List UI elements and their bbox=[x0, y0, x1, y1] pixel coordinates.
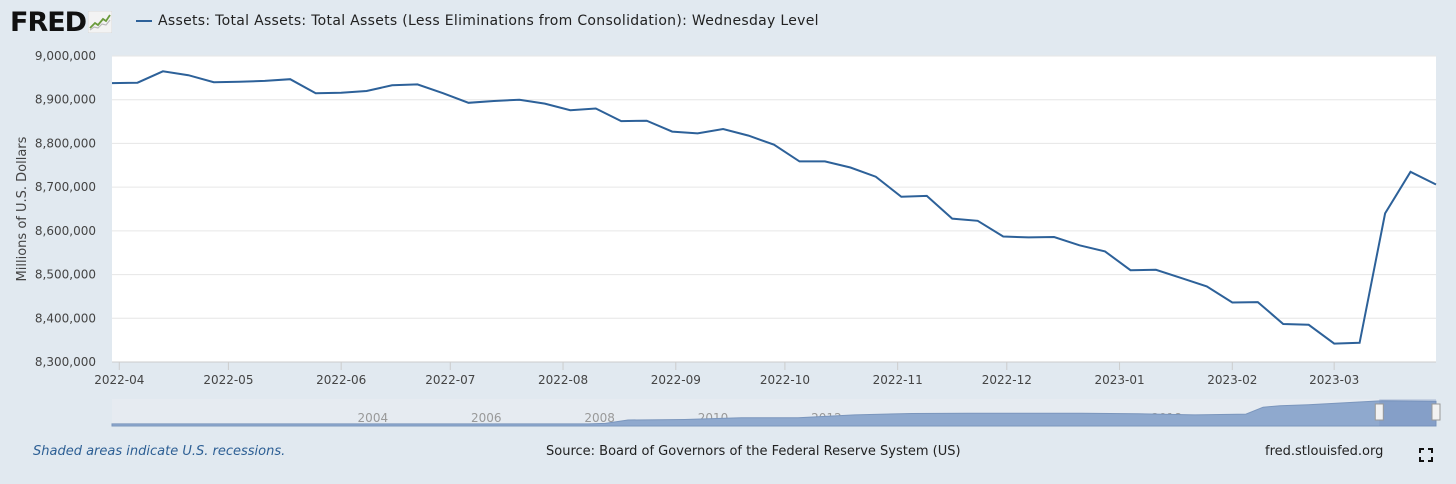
y-tick-label: 8,400,000 bbox=[35, 311, 96, 325]
y-tick-label: 8,600,000 bbox=[35, 224, 96, 238]
series-line[interactable] bbox=[111, 70, 1437, 345]
x-tick-label: 2022-07 bbox=[425, 373, 475, 387]
x-tick-label: 2022-05 bbox=[203, 373, 253, 387]
x-tick-label: 2022-06 bbox=[316, 373, 366, 387]
x-tick-label: 2022-12 bbox=[982, 373, 1032, 387]
source-text: Source: Board of Governors of the Federa… bbox=[546, 444, 961, 459]
chart-legend[interactable]: Assets: Total Assets: Total Assets (Less… bbox=[136, 13, 819, 29]
x-tick-label: 2022-09 bbox=[651, 373, 701, 387]
chart-header: FRED Assets: Total Assets: Total Assets … bbox=[0, 0, 1456, 44]
navigator-tick-label: 2004 bbox=[358, 411, 389, 425]
navigator-selected-range[interactable] bbox=[1379, 399, 1436, 426]
plot-background bbox=[112, 56, 1436, 362]
navigator-handle-left[interactable] bbox=[1374, 403, 1384, 421]
y-tick-label: 8,900,000 bbox=[35, 93, 96, 107]
y-tick-label: 8,800,000 bbox=[35, 136, 96, 150]
x-tick-label: 2023-02 bbox=[1207, 373, 1257, 387]
x-axis-ticks: 2022-04 2022-05 2022-06 2022-07 2022-08 2022-… bbox=[94, 362, 1359, 387]
x-tick-label: 2023-03 bbox=[1309, 373, 1359, 387]
legend-line-swatch bbox=[136, 20, 152, 22]
line-chart[interactable]: 8,300,000 8,400,000 8,500,000 8,600,000 8,70… bbox=[0, 0, 1456, 430]
y-axis-label: Millions of U.S. Dollars bbox=[15, 136, 30, 281]
legend-series-label: Assets: Total Assets: Total Assets (Less… bbox=[158, 13, 819, 29]
x-tick-label: 2022-10 bbox=[760, 373, 810, 387]
fred-logo[interactable]: FRED bbox=[10, 6, 113, 38]
gridlines bbox=[112, 55, 1436, 319]
y-tick-label: 8,700,000 bbox=[35, 180, 96, 194]
y-axis-ticks: 8,300,000 8,400,000 8,500,000 8,600,000 8,70… bbox=[35, 49, 96, 369]
navigator-area bbox=[111, 400, 1437, 427]
recession-note: Shaded areas indicate U.S. recessions. bbox=[33, 444, 286, 459]
chart-logo-icon bbox=[88, 11, 113, 33]
x-tick-label: 2023-01 bbox=[1094, 373, 1144, 387]
y-tick-label: 9,000,000 bbox=[35, 49, 96, 63]
navigator-tick-label: 2006 bbox=[471, 411, 502, 425]
y-tick-label: 8,300,000 bbox=[35, 355, 96, 369]
x-tick-label: 2022-04 bbox=[94, 373, 144, 387]
navigator-handle-right[interactable] bbox=[1431, 403, 1441, 421]
navigator-tick-label: 2008 bbox=[584, 411, 615, 425]
x-tick-label: 2022-11 bbox=[873, 373, 923, 387]
y-tick-label: 8,500,000 bbox=[35, 268, 96, 282]
fred-logo-text: FRED bbox=[10, 6, 87, 38]
range-navigator[interactable]: 2004200620082010201220142016201820202022 bbox=[111, 399, 1441, 427]
site-link[interactable]: fred.stlouisfed.org bbox=[1265, 444, 1384, 459]
fullscreen-icon[interactable] bbox=[1419, 448, 1433, 462]
x-tick-label: 2022-08 bbox=[538, 373, 588, 387]
